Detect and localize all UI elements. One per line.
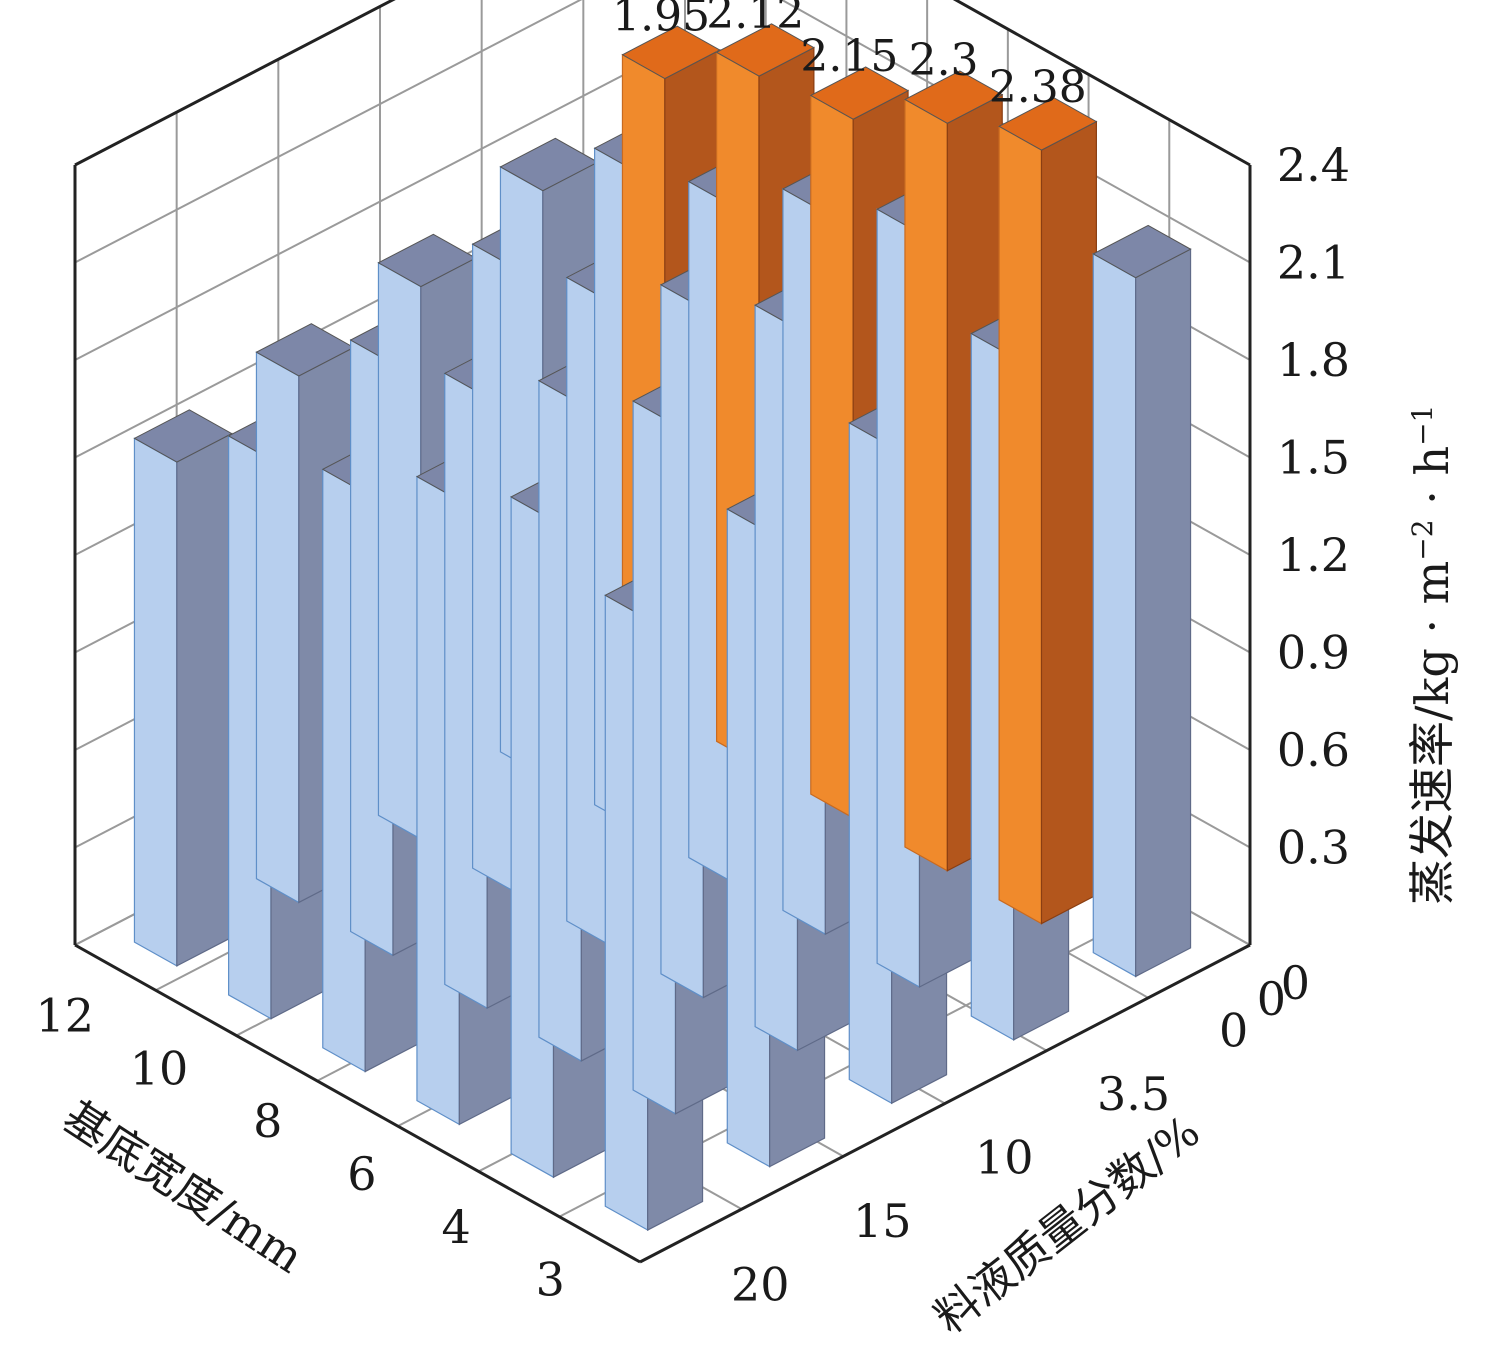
y-axis-title-mid: · h: [1405, 446, 1459, 520]
bar-face-top: [903, 70, 1004, 124]
bar-face-top: [809, 66, 910, 120]
x-tick-label: 8: [253, 1094, 282, 1148]
bar-face-top: [715, 23, 815, 77]
y-axis-title-exp2: −1: [1406, 405, 1439, 446]
x-axis-ticks: 12 10 8 6 4 3: [36, 988, 565, 1306]
z-tick-label: 20: [731, 1257, 790, 1311]
z-tick-label: 15: [853, 1194, 912, 1248]
x-tick-label: 10: [130, 1041, 189, 1095]
bar-face-front: [133, 437, 178, 967]
y-axis-title: 蒸发速率/kg · m−2 · h−1: [1405, 405, 1459, 905]
data-label-12: 1.95: [612, 0, 710, 41]
x-tick-label: 3: [536, 1253, 565, 1307]
y-axis-title-exp1: −2: [1406, 519, 1439, 560]
bar-face-top: [621, 25, 721, 80]
bar-face-front: [810, 94, 854, 819]
bar-face-front: [904, 98, 948, 872]
bar-face-top: [133, 409, 233, 463]
bar-face-front: [377, 261, 422, 841]
x-tick-label: 6: [347, 1147, 376, 1201]
bars: [133, 23, 1192, 1232]
y-tick-label: 1.5: [1277, 431, 1350, 485]
y-tick-label: 1.8: [1277, 333, 1350, 387]
data-label-6: 2.3: [909, 35, 979, 86]
z-tick-label: 0: [1219, 1004, 1248, 1058]
x-tick-label: 4: [441, 1200, 470, 1254]
z-tick-label: 10: [975, 1131, 1034, 1185]
y-axis-ticks: 0.3 0.6 0.9 1.2 1.5 1.8 2.1 2.4 00: [1257, 138, 1350, 1026]
bar-3-0: [1092, 224, 1192, 978]
z-tick-label: 3.5: [1097, 1067, 1170, 1121]
data-labels: 1.952.122.15 2.32.38: [612, 0, 1087, 113]
y-tick-label: 2.4: [1277, 138, 1350, 192]
bar-face-front: [998, 125, 1043, 925]
y-tick-label: 0.6: [1277, 723, 1350, 777]
bar-face-top: [1092, 224, 1192, 279]
bar-face-front: [1092, 252, 1137, 978]
x-tick-label: 12: [36, 988, 95, 1042]
y-tick-label: 1.2: [1277, 528, 1350, 582]
bar-face-side: [176, 432, 233, 967]
data-label-10: 2.12: [706, 0, 804, 39]
y-tick-label-0: 0: [1257, 972, 1286, 1026]
bar-face-side: [1040, 120, 1097, 925]
data-label-4: 2.38: [989, 62, 1087, 113]
bar-face-top: [998, 97, 1098, 151]
y-tick-label: 2.1: [1277, 236, 1350, 290]
data-label-8: 2.15: [800, 31, 898, 82]
bar-12-20: [133, 409, 233, 967]
bar-4-0: [998, 97, 1098, 925]
bar-face-front: [255, 351, 300, 904]
z-axis-title: 料液质量分数/%: [925, 1106, 1209, 1344]
y-axis-title-main: 蒸发速率/kg · m: [1405, 561, 1459, 905]
y-tick-label: 0.9: [1277, 626, 1350, 680]
z-axis-ticks: 0 3.5 10 15 20: [731, 1004, 1248, 1312]
y-tick-label: 0.3: [1277, 821, 1350, 875]
bar-face-side: [1135, 248, 1192, 978]
y-min-label: 0: [1281, 956, 1310, 1010]
